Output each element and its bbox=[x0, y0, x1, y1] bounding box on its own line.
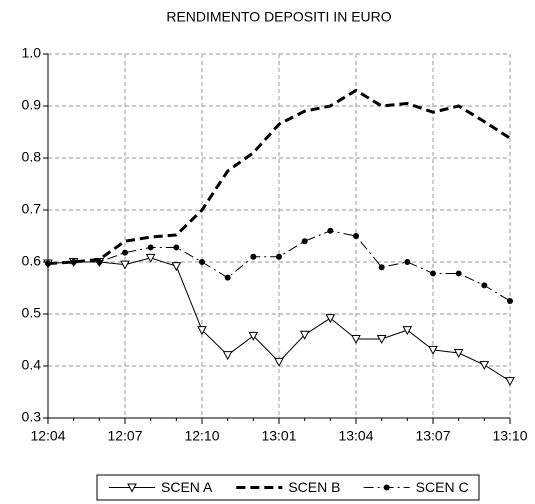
y-tick-label: 0.3 bbox=[22, 409, 42, 425]
marker bbox=[276, 253, 282, 260]
marker bbox=[453, 349, 464, 359]
marker bbox=[455, 270, 462, 277]
marker bbox=[351, 334, 361, 345]
marker bbox=[479, 360, 490, 371]
marker bbox=[45, 260, 51, 267]
chart-title: RENDIMENTO DEPOSITI IN EURO bbox=[166, 9, 391, 25]
x-tick-label: 12:07 bbox=[107, 428, 142, 444]
y-tick-label: 0.9 bbox=[22, 97, 42, 113]
marker bbox=[430, 270, 436, 277]
marker bbox=[378, 264, 385, 271]
marker bbox=[404, 259, 411, 265]
marker bbox=[250, 253, 257, 260]
marker bbox=[274, 357, 284, 367]
marker bbox=[122, 249, 128, 256]
x-tick-label: 12:04 bbox=[30, 428, 65, 444]
marker bbox=[481, 282, 488, 289]
marker bbox=[197, 326, 207, 336]
marker bbox=[199, 259, 205, 265]
marker bbox=[147, 244, 154, 251]
marker bbox=[353, 233, 359, 239]
marker bbox=[127, 483, 137, 493]
y-tick-label: 1.0 bbox=[22, 45, 42, 61]
marker bbox=[248, 331, 259, 341]
legend-label: SCEN B bbox=[288, 479, 340, 495]
y-tick-label: 0.6 bbox=[22, 253, 42, 269]
marker bbox=[299, 330, 310, 340]
marker bbox=[383, 484, 390, 491]
series-line bbox=[47, 88, 511, 266]
x-tick-label: 13:10 bbox=[492, 428, 527, 444]
legend-box bbox=[96, 474, 480, 501]
y-tick-label: 0.4 bbox=[22, 357, 42, 373]
marker bbox=[325, 314, 336, 324]
marker bbox=[301, 238, 308, 245]
marker bbox=[376, 334, 387, 345]
marker bbox=[327, 227, 334, 234]
marker bbox=[505, 377, 515, 387]
marker bbox=[428, 345, 438, 355]
y-tick-label: 0.7 bbox=[22, 201, 42, 217]
legend-label: SCEN C bbox=[416, 479, 469, 495]
marker bbox=[120, 260, 130, 270]
marker bbox=[96, 259, 103, 265]
legend-label: SCEN A bbox=[161, 479, 213, 495]
x-tick-label: 13:01 bbox=[261, 428, 296, 444]
marker bbox=[224, 274, 231, 281]
marker bbox=[173, 244, 180, 251]
marker bbox=[70, 259, 77, 265]
marker bbox=[171, 262, 182, 272]
x-tick-label: 13:07 bbox=[415, 428, 450, 444]
x-tick-label: 13:04 bbox=[338, 428, 373, 444]
x-tick-label: 12:10 bbox=[184, 428, 219, 444]
y-tick-label: 0.8 bbox=[22, 149, 42, 165]
marker bbox=[222, 351, 233, 361]
marker bbox=[402, 326, 413, 336]
marker bbox=[507, 298, 513, 304]
marker bbox=[145, 253, 156, 263]
y-tick-label: 0.5 bbox=[22, 305, 42, 321]
